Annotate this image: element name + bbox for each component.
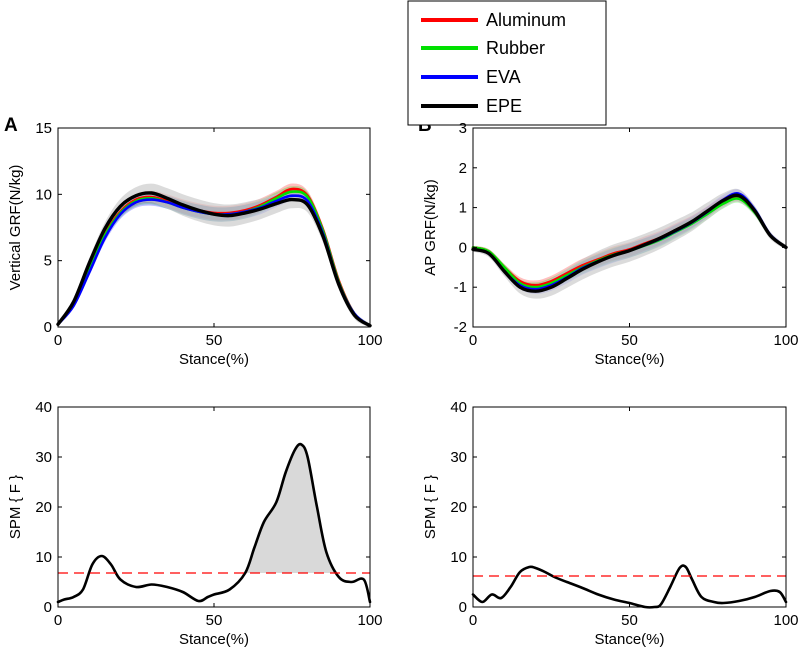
y-tick-label-10: 10	[35, 549, 52, 566]
y-tick-label--2: -2	[454, 319, 467, 336]
y-axis-label: SPM { F }	[422, 475, 439, 539]
legend-label-rubber: Rubber	[486, 38, 545, 58]
legend-label-eva: EVA	[486, 67, 521, 87]
chart-vertical-grf: 0 50 100 0 5 10 15 Stance(%) Vertical GRF(N/kg)	[7, 120, 383, 368]
chart-ap-grf: 0 50 100 -2 -1 0 1 2 3 Stance(%) AP GRF(N/kg)	[422, 120, 799, 368]
x-tick-label-0: 0	[469, 332, 477, 349]
series-line-spm-f-	[471, 564, 788, 609]
y-tick-label-10: 10	[35, 186, 52, 203]
series-line-spm-f-	[56, 442, 372, 604]
y-tick-label-0: 0	[459, 599, 467, 616]
x-tick-label-0: 0	[469, 612, 477, 629]
y-tick-label-10: 10	[450, 549, 467, 566]
y-tick-label-40: 40	[450, 399, 467, 416]
x-tick-label-50: 50	[206, 612, 223, 629]
x-axis-label: Stance(%)	[179, 631, 249, 648]
series-line-epe	[56, 191, 372, 328]
band-epe	[473, 188, 786, 299]
x-tick-label-100: 100	[357, 612, 382, 629]
x-tick-label-0: 0	[54, 332, 62, 349]
x-tick-label-50: 50	[206, 332, 223, 349]
x-axis-label: Stance(%)	[179, 351, 249, 368]
x-axis-label: Stance(%)	[594, 351, 664, 368]
y-axis-label: AP GRF(N/kg)	[422, 179, 439, 275]
y-tick-label-5: 5	[44, 253, 52, 270]
chart-spm-ap-grf: 0 50 100 0 10 20 30 40 Stance(%) SPM { F }	[422, 399, 799, 648]
y-tick-label-0: 0	[459, 239, 467, 256]
x-tick-label-0: 0	[54, 612, 62, 629]
y-tick-label-40: 40	[35, 399, 52, 416]
panel-label-a: A	[4, 115, 18, 136]
y-tick-label-30: 30	[35, 449, 52, 466]
band-epe	[58, 183, 370, 327]
x-tick-label-100: 100	[357, 332, 382, 349]
y-tick-label-15: 15	[35, 120, 52, 137]
axes-frame	[472, 127, 787, 328]
legend: Aluminum Rubber EVA EPE	[407, 0, 607, 126]
y-tick-label-3: 3	[459, 120, 467, 137]
y-tick-label-20: 20	[450, 499, 467, 516]
y-tick-label-2: 2	[459, 160, 467, 177]
x-tick-label-100: 100	[773, 612, 798, 629]
significant-cluster-fill	[245, 444, 337, 573]
chart-spm-vertical-grf: 0 50 100 0 10 20 30 40 Stance(%) SPM { F }	[7, 399, 383, 648]
series-line-epe	[471, 193, 788, 293]
y-tick-label-0: 0	[44, 319, 52, 336]
y-tick-label-30: 30	[450, 449, 467, 466]
legend-label-epe: EPE	[486, 96, 522, 116]
axes-frame	[472, 406, 787, 608]
x-tick-label-50: 50	[621, 332, 638, 349]
axes-frame	[57, 406, 371, 608]
y-axis-label: SPM { F }	[7, 475, 24, 539]
y-tick-label-0: 0	[44, 599, 52, 616]
x-tick-label-100: 100	[773, 332, 798, 349]
y-tick-label-1: 1	[459, 200, 467, 217]
y-axis-label: Vertical GRF(N/kg)	[7, 165, 24, 291]
legend-label-aluminum: Aluminum	[486, 10, 566, 30]
y-tick-label--1: -1	[454, 279, 467, 296]
x-axis-label: Stance(%)	[594, 631, 664, 648]
x-tick-label-50: 50	[621, 612, 638, 629]
y-tick-label-20: 20	[35, 499, 52, 516]
